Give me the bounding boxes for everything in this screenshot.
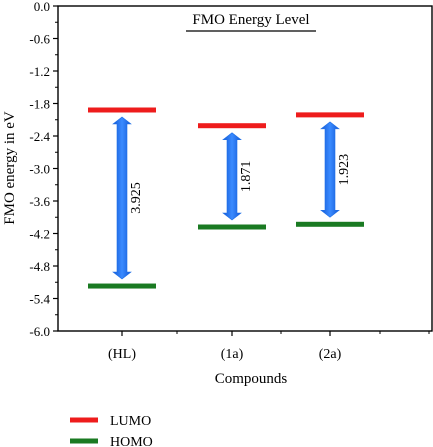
gap-value-label: 1.923	[337, 154, 352, 186]
gap-value-label: 3.925	[129, 182, 144, 214]
energy-levels	[88, 107, 364, 289]
y-tick-label: -3.0	[29, 162, 50, 177]
y-tick-label: -3.6	[29, 194, 50, 209]
gap-arrow	[320, 121, 340, 218]
gap-labels: 3.925 1.871 1.923	[129, 154, 352, 214]
legend-label-homo: HOMO	[110, 435, 153, 447]
y-tick-label: -5.4	[29, 292, 50, 307]
y-tick-label: -1.2	[29, 64, 50, 79]
homo-level-bar	[296, 221, 364, 227]
gap-value-label: 1.871	[239, 161, 254, 193]
y-axis-label: FMO energy in eV	[2, 111, 18, 225]
y-tick-label: -6.0	[29, 324, 50, 339]
chart-title: FMO Energy Level	[192, 12, 309, 28]
x-tick-label: (1a)	[221, 347, 244, 362]
y-tick-label: 0.0	[34, 0, 50, 14]
y-tick-label: -1.8	[29, 97, 50, 112]
gap-arrow	[222, 132, 242, 221]
y-tick-label: -4.2	[29, 227, 50, 242]
legend-swatch-lumo	[70, 417, 98, 423]
x-axis: (HL) (1a) (2a)	[108, 331, 430, 362]
lumo-level-bar	[88, 107, 156, 113]
x-tick-label: (HL)	[108, 347, 136, 362]
legend: LUMO HOMO	[70, 414, 153, 447]
lumo-level-bar	[198, 123, 266, 129]
y-tick-label: -2.4	[29, 129, 50, 144]
legend-label-lumo: LUMO	[110, 414, 151, 429]
x-axis-label: Compounds	[215, 371, 288, 387]
y-axis: 0.0 -0.6 -1.2 -1.8 -2.4 -3.0 -3.6 -4.2 -4.8 -5.4 -…	[29, 0, 58, 339]
homo-level-bar	[198, 224, 266, 230]
gap-arrows	[112, 116, 340, 280]
homo-level-bar	[88, 283, 156, 289]
gap-arrow	[112, 116, 132, 280]
y-tick-label: -4.8	[29, 259, 50, 274]
legend-swatch-homo	[70, 438, 98, 444]
x-tick-label: (2a)	[319, 347, 342, 362]
lumo-level-bar	[296, 112, 364, 118]
y-tick-label: -0.6	[29, 32, 50, 47]
